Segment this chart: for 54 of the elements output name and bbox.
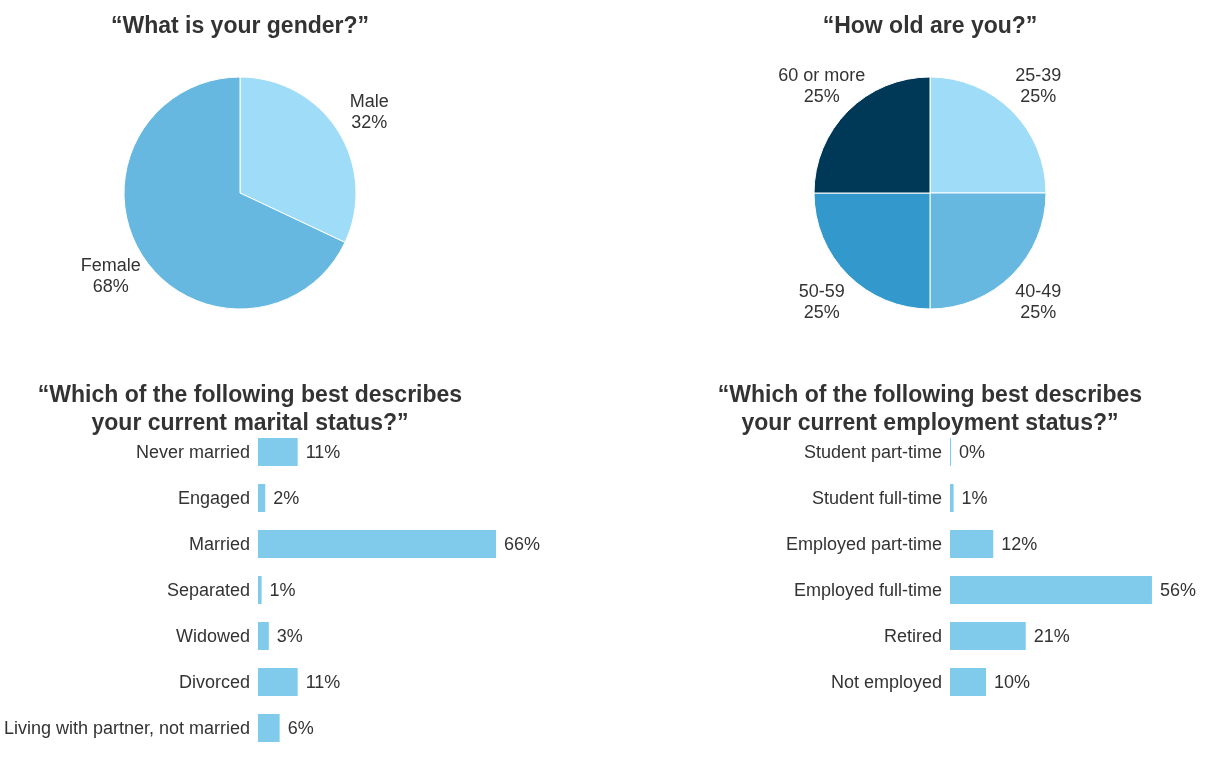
y-tick-label: Retired — [883, 626, 942, 646]
y-tick-label: Separated — [166, 580, 250, 600]
data-label: 6% — [287, 718, 314, 738]
chart-title: “What is your gender?” — [110, 12, 370, 38]
y-tick-label: Not employed — [830, 672, 942, 692]
chart-title: “Which of the following best describes your current marital status?” — [37, 381, 463, 435]
y-tick-label: Employed part-time — [785, 534, 942, 554]
slice-label: 50-59 — [798, 281, 845, 302]
slice-label: 40-49 — [1015, 281, 1062, 302]
bar — [258, 438, 298, 466]
data-label: 11% — [305, 442, 341, 462]
bar — [258, 530, 496, 558]
y-tick-label: Married — [188, 534, 250, 554]
bar — [950, 530, 994, 558]
y-tick-label: Student full-time — [811, 488, 942, 508]
data-label: 1% — [961, 488, 988, 508]
data-label: 0% — [959, 442, 986, 462]
y-tick-label: Student part-time — [803, 442, 942, 462]
y-tick-label: Employed full-time — [793, 580, 942, 600]
y-tick-label: Never married — [135, 442, 250, 462]
data-label: 68% — [92, 276, 129, 297]
data-label: 3% — [276, 626, 303, 646]
data-label: 21% — [1033, 626, 1070, 646]
bar — [950, 576, 1152, 604]
data-label: 56% — [1159, 580, 1196, 600]
slice-label: Female — [80, 255, 141, 276]
bar — [950, 622, 1026, 650]
data-label: 66% — [504, 534, 541, 554]
bar — [258, 576, 262, 604]
bar — [258, 714, 280, 742]
data-label: 11% — [305, 672, 341, 692]
data-label: 12% — [1001, 534, 1038, 554]
data-label: 25% — [1020, 85, 1057, 106]
y-tick-label: Divorced — [178, 672, 250, 692]
bar — [258, 484, 266, 512]
data-label: 32% — [351, 111, 388, 132]
slice-label: 60 or more — [778, 64, 866, 85]
data-label: 25% — [1020, 302, 1057, 323]
bar — [950, 668, 987, 696]
data-label: 25% — [803, 85, 840, 106]
slice-label: 25-39 — [1015, 64, 1062, 85]
y-tick-label: Living with partner, not married — [3, 718, 250, 738]
data-label: 1% — [269, 580, 296, 600]
y-tick-label: Engaged — [177, 488, 250, 508]
chart-title: “Which of the following best describes your current employment status?” — [717, 381, 1143, 435]
data-label: 25% — [803, 302, 840, 323]
bar — [258, 668, 298, 696]
chart-title: “How old are you?” — [822, 12, 1038, 38]
y-tick-label: Widowed — [175, 626, 250, 646]
bar — [950, 484, 954, 512]
slice-label: Male — [349, 90, 389, 111]
data-label: 2% — [273, 488, 300, 508]
data-label: 10% — [994, 672, 1031, 692]
bar — [258, 622, 269, 650]
